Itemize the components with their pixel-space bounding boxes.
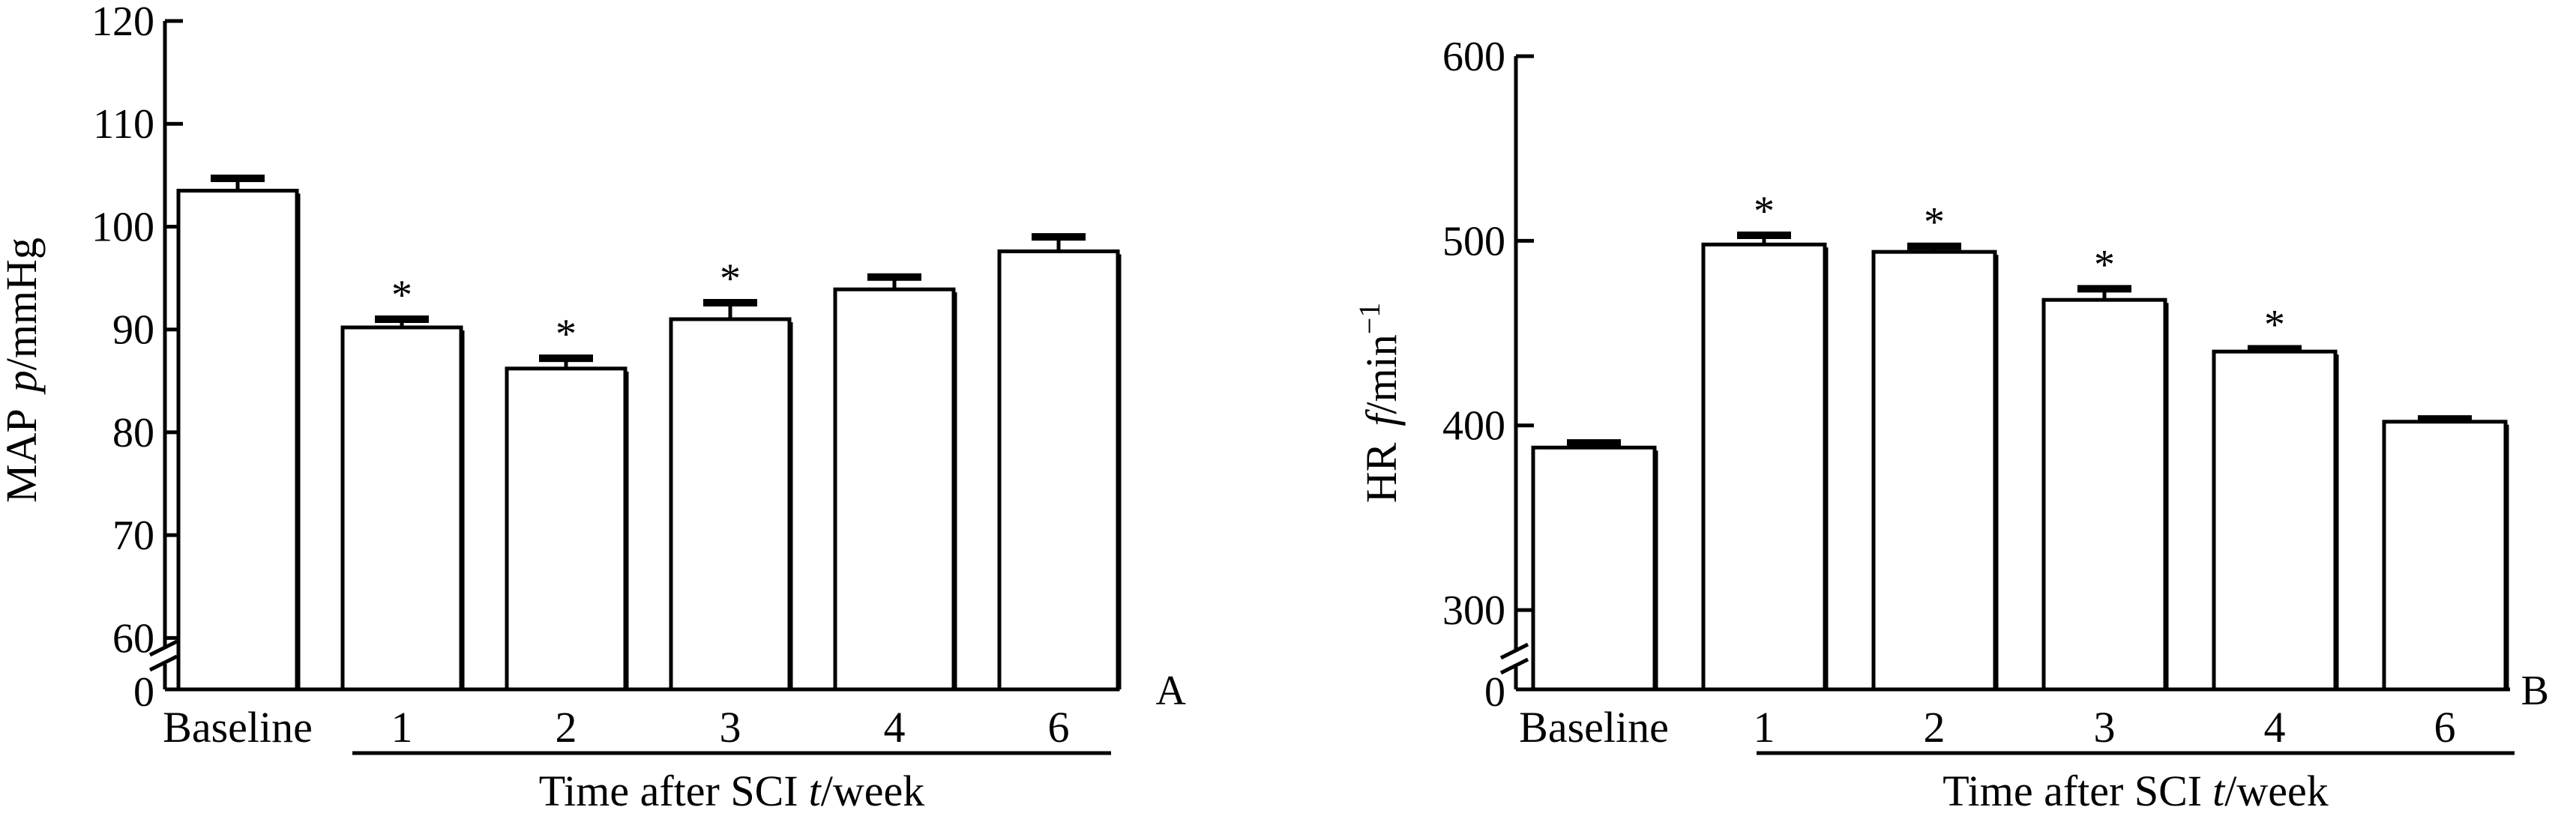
significance-marker: *	[391, 272, 412, 318]
bar	[1871, 250, 1997, 692]
y-tick-label: 60	[112, 615, 154, 662]
x-tick-label: 3	[720, 703, 741, 752]
x-tick-label: 1	[1754, 703, 1775, 752]
x-tick-label: 1	[391, 703, 413, 752]
bar	[1701, 242, 1827, 692]
y-zero-label: 0	[133, 669, 154, 716]
y-axis-label-unit: /min	[1357, 334, 1406, 414]
axis-break-mark	[1499, 657, 1529, 675]
y-axis-label-main: HR	[1357, 442, 1406, 503]
y-axis-label-unit: /mmHg	[0, 238, 46, 370]
x-tick-label: 4	[2264, 703, 2286, 752]
bar	[505, 366, 628, 692]
significance-marker: *	[2094, 241, 2115, 288]
x-axis-label-unit: /week	[2224, 767, 2329, 815]
y-tick-label: 70	[112, 513, 154, 559]
bar	[669, 317, 792, 692]
y-axis-label-var: p	[0, 370, 46, 395]
y-tick-label: 300	[1442, 587, 1505, 634]
y-tick-label: 120	[91, 0, 154, 45]
x-axis-label: Time after SCI t/week	[539, 767, 924, 815]
axis-break-mark	[1499, 642, 1529, 660]
x-tick-label: Baseline	[1519, 703, 1669, 752]
x-axis-label-var: t	[2212, 767, 2226, 815]
significance-marker: *	[2264, 301, 2285, 348]
bar	[2041, 297, 2167, 692]
y-tick-label: 400	[1442, 403, 1505, 450]
y-tick-label: 600	[1442, 34, 1505, 80]
axis-break-mark	[148, 654, 178, 672]
axis-break-mark	[148, 639, 178, 657]
bar	[340, 325, 463, 692]
y-axis-label: MAP p/mmHg	[0, 238, 46, 503]
x-axis-label-main: Time after SCI	[1942, 767, 2202, 815]
chart-panel-b: 300 400 500 600 0 Baseline * 1 * 2 * 3 * 4 6 Time after…	[1352, 34, 2549, 815]
x-tick-label: 4	[884, 703, 906, 752]
x-tick-label: 2	[1924, 703, 1945, 752]
y-tick-label: 80	[112, 410, 154, 456]
x-axis-label-unit: /week	[821, 767, 925, 815]
y-tick-label: 100	[91, 204, 154, 250]
panel-label: B	[2521, 668, 2549, 714]
x-tick-label: 6	[1048, 703, 1070, 752]
significance-marker: *	[720, 256, 741, 302]
bar	[2212, 349, 2338, 692]
bar	[1531, 445, 1657, 692]
y-axis-label: HRf/min−1	[1352, 303, 1406, 504]
bar	[2382, 420, 2508, 692]
bar	[176, 188, 299, 692]
x-tick-label: 3	[2094, 703, 2116, 752]
x-tick-label: 2	[556, 703, 577, 752]
bar	[997, 249, 1120, 692]
y-axis-label-main: MAP	[0, 408, 46, 503]
significance-marker: *	[556, 311, 577, 357]
y-tick-label: 500	[1442, 218, 1505, 265]
bar	[833, 287, 956, 692]
y-tick-label: 90	[112, 307, 154, 354]
y-zero-label: 0	[1484, 669, 1505, 716]
x-tick-label: 6	[2434, 703, 2456, 752]
significance-marker: *	[1924, 199, 1945, 246]
x-axis-label-main: Time after SCI	[539, 767, 798, 815]
x-axis-label: Time after SCI t/week	[1942, 767, 2328, 815]
x-axis-label-var: t	[809, 767, 822, 815]
y-tick-label: 110	[93, 101, 154, 148]
x-tick-label: Baseline	[163, 703, 313, 752]
significance-marker: *	[1754, 188, 1775, 235]
y-axis-label-sup: −1	[1352, 303, 1386, 335]
panel-label: A	[1156, 668, 1187, 714]
